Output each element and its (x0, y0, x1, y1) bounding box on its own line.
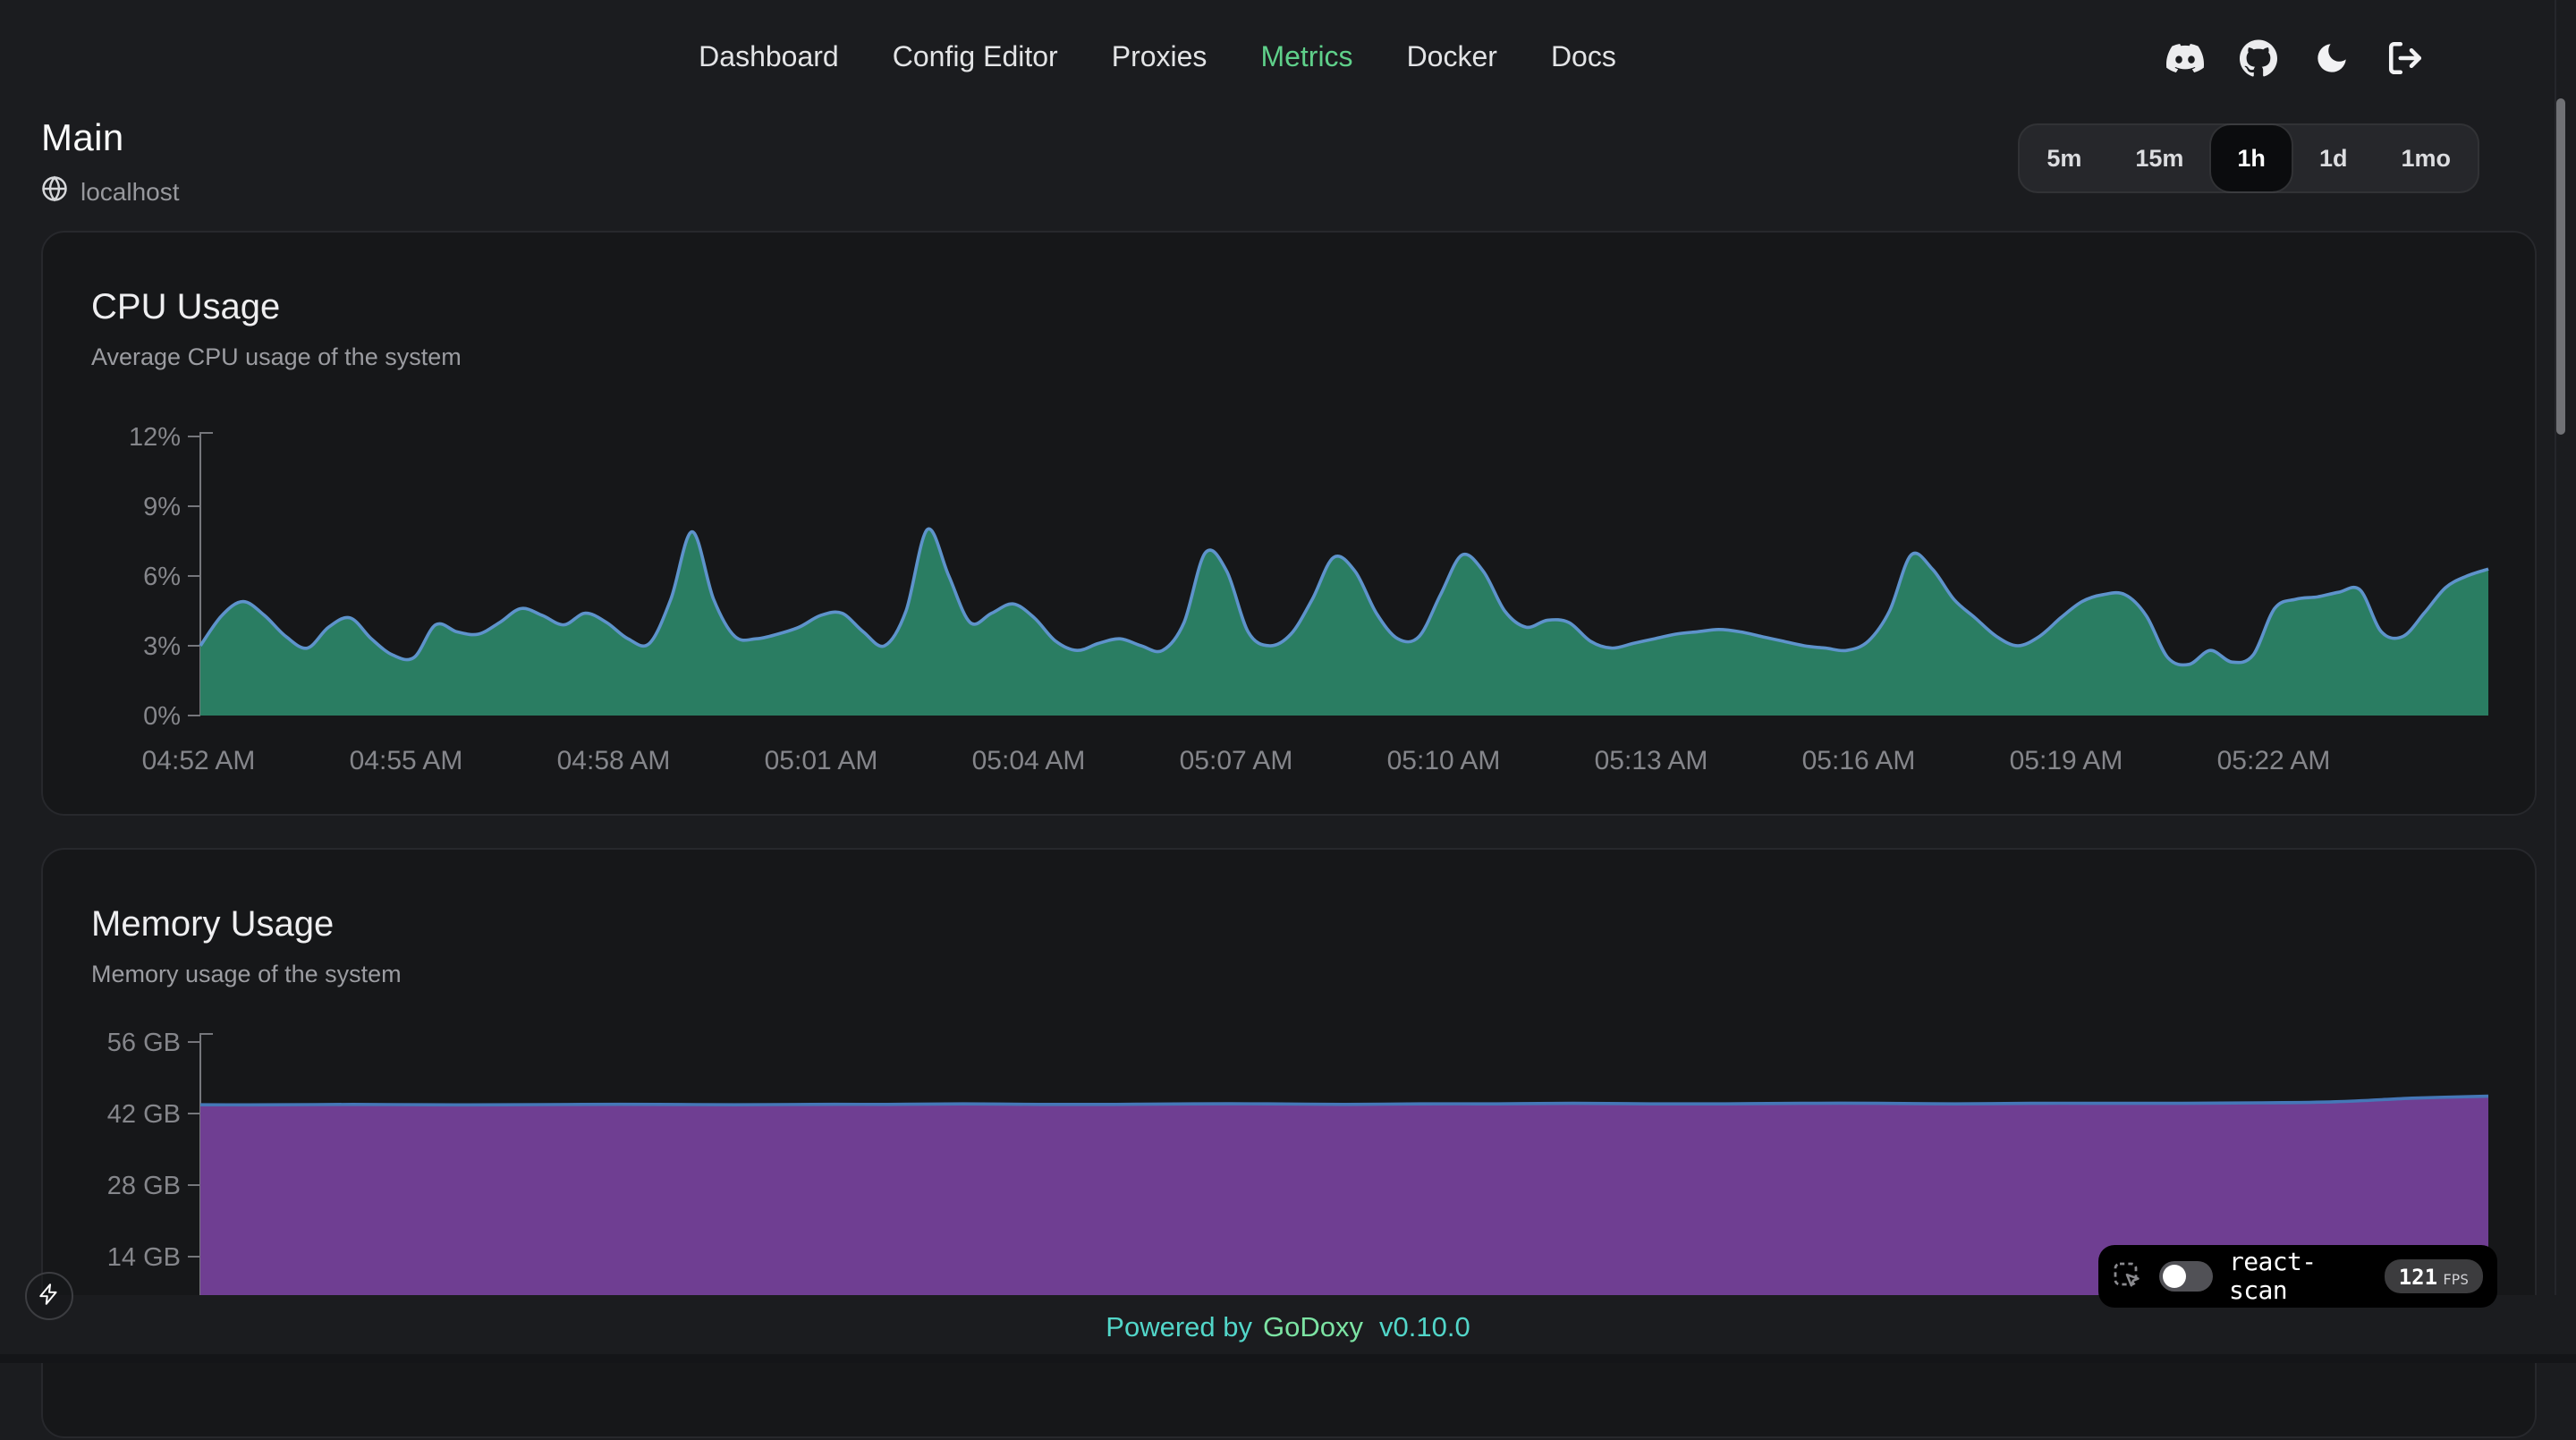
time-range-1h[interactable]: 1h (2210, 125, 2292, 191)
memory-usage-chart[interactable]: 14 GB 28 GB 42 GB 56 GB (43, 850, 2535, 1436)
quick-actions-button[interactable] (25, 1272, 73, 1320)
time-range-5m[interactable]: 5m (2020, 125, 2108, 191)
scrollbar-thumb[interactable] (2555, 98, 2564, 435)
inspect-icon (2113, 1261, 2143, 1292)
host-row: localhost (41, 175, 180, 208)
svg-text:42 GB: 42 GB (107, 1100, 181, 1129)
github-icon (2239, 39, 2276, 77)
svg-text:28 GB: 28 GB (107, 1172, 181, 1200)
header-icon-group (2165, 0, 2424, 116)
svg-text:05:04 AM: 05:04 AM (972, 746, 1086, 775)
svg-text:05:16 AM: 05:16 AM (1802, 746, 1916, 775)
time-range-selector: 5m 15m 1h 1d 1mo (2018, 123, 2479, 193)
svg-text:56 GB: 56 GB (107, 1029, 181, 1057)
fps-unit: FPS (2443, 1271, 2469, 1287)
memory-card-title: Memory Usage (91, 905, 335, 944)
cpu-card-title: CPU Usage (91, 288, 281, 327)
page-title: Main (41, 118, 124, 159)
nav-config-editor[interactable]: Config Editor (892, 42, 1058, 72)
nav-dashboard[interactable]: Dashboard (699, 42, 839, 72)
discord-icon (2165, 39, 2203, 77)
cpu-card-subtitle: Average CPU usage of the system (91, 343, 462, 370)
godoxy-link[interactable]: GoDoxy (1263, 1312, 1363, 1343)
nav-metrics[interactable]: Metrics (1260, 42, 1353, 72)
host-label: localhost (80, 177, 180, 206)
react-scan-toolbar: react-scan 121 FPS (2098, 1245, 2497, 1308)
svg-text:04:55 AM: 04:55 AM (350, 746, 463, 775)
top-nav-bar: Dashboard Config Editor Proxies Metrics … (0, 0, 2576, 116)
svg-text:05:22 AM: 05:22 AM (2217, 746, 2331, 775)
nav-docs[interactable]: Docs (1550, 42, 1616, 72)
discord-link[interactable] (2165, 38, 2204, 78)
time-range-1mo[interactable]: 1mo (2374, 125, 2478, 191)
svg-text:05:13 AM: 05:13 AM (1595, 746, 1708, 775)
powered-by-label: Powered by (1106, 1312, 1252, 1343)
svg-text:04:58 AM: 04:58 AM (557, 746, 671, 775)
logout-icon (2385, 39, 2423, 77)
fps-value: 121 (2398, 1264, 2438, 1289)
dark-mode-icon (2312, 39, 2350, 77)
react-scan-toggle[interactable] (2159, 1261, 2213, 1292)
github-link[interactable] (2238, 38, 2277, 78)
toggle-knob (2163, 1265, 2186, 1288)
svg-text:05:01 AM: 05:01 AM (765, 746, 878, 775)
svg-text:05:19 AM: 05:19 AM (2010, 746, 2123, 775)
svg-text:12%: 12% (129, 423, 181, 452)
nav-proxies[interactable]: Proxies (1111, 42, 1208, 72)
svg-text:6%: 6% (143, 563, 181, 591)
svg-text:9%: 9% (143, 493, 181, 521)
lightning-icon (38, 1282, 61, 1310)
main-nav: Dashboard Config Editor Proxies Metrics … (699, 42, 1616, 74)
svg-text:04:52 AM: 04:52 AM (142, 746, 256, 775)
react-scan-label: react-scan (2229, 1248, 2317, 1305)
svg-text:14 GB: 14 GB (107, 1243, 181, 1272)
fps-badge: 121 FPS (2384, 1259, 2483, 1293)
cpu-usage-card: CPU Usage Average CPU usage of the syste… (41, 231, 2537, 816)
theme-toggle-button[interactable] (2311, 38, 2351, 78)
svg-text:05:07 AM: 05:07 AM (1180, 746, 1293, 775)
inspect-button[interactable] (2113, 1261, 2143, 1292)
time-range-15m[interactable]: 15m (2108, 125, 2210, 191)
memory-card-subtitle: Memory usage of the system (91, 961, 402, 987)
logout-button[interactable] (2385, 38, 2424, 78)
globe-icon (41, 175, 68, 208)
nav-docker[interactable]: Docker (1406, 42, 1497, 72)
svg-text:3%: 3% (143, 632, 181, 661)
cpu-usage-chart[interactable]: 0% 3% 6% 9% 12% 04:52 AM 04:55 AM 04:58 AM 05:01… (43, 233, 2535, 814)
svg-text:05:10 AM: 05:10 AM (1387, 746, 1501, 775)
time-range-1d[interactable]: 1d (2292, 125, 2375, 191)
svg-text:0%: 0% (143, 702, 181, 731)
version-label: v0.10.0 (1379, 1312, 1470, 1343)
